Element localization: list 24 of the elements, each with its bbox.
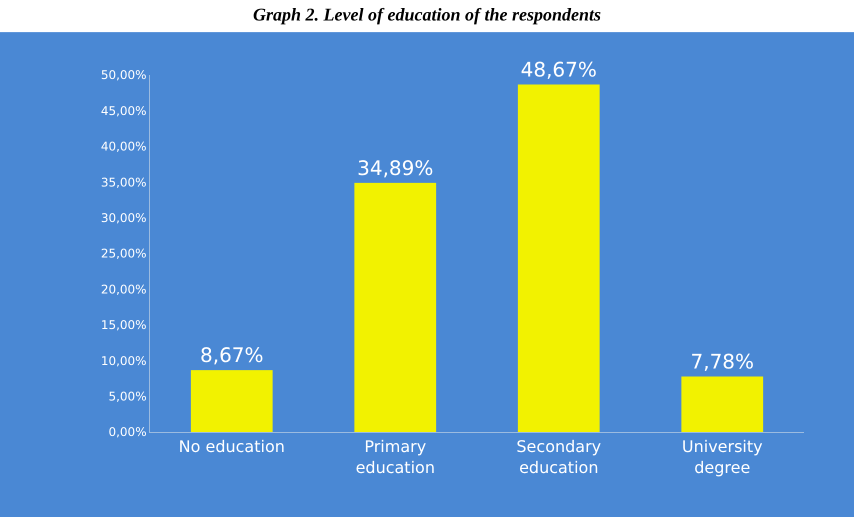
x-tick-label: Primary education: [356, 437, 435, 477]
y-tick-label: 45,00%: [100, 104, 147, 118]
y-tick-label: 25,00%: [100, 246, 147, 261]
y-tick-label: 10,00%: [100, 354, 147, 368]
data-label: 34,89%: [357, 156, 434, 180]
bar: [190, 370, 273, 432]
y-tick-label: 30,00%: [100, 211, 147, 225]
y-tick-label: 0,00%: [108, 425, 147, 440]
x-tick-label: No education: [178, 437, 285, 456]
y-tick-label: 50,00%: [100, 68, 147, 82]
x-tick-label: Secondary education: [516, 437, 602, 477]
bar: [681, 376, 764, 432]
x-tick-label: University degree: [682, 437, 763, 477]
y-tick-label: 20,00%: [100, 282, 147, 296]
data-label: 7,78%: [690, 349, 754, 374]
y-tick-label: 5,00%: [108, 390, 147, 404]
y-tick-label: 15,00%: [100, 318, 147, 332]
bar: [354, 182, 436, 432]
chart-title: Graph 2. Level of education of the respondents: [253, 4, 601, 24]
y-tick-label: 40,00%: [100, 140, 147, 154]
y-tick-label: 35,00%: [100, 175, 147, 190]
bar: [518, 84, 600, 432]
data-label: 8,67%: [200, 343, 264, 368]
data-label: 48,67%: [520, 58, 597, 82]
